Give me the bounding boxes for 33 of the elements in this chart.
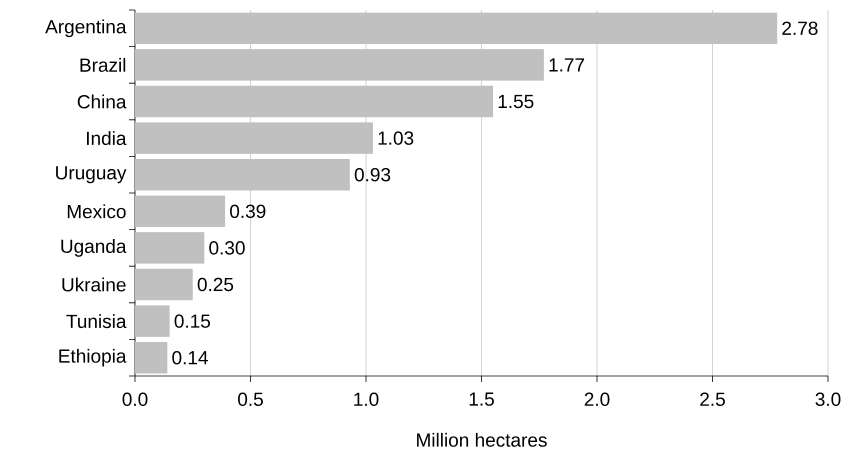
x-tick-label: 0.0	[122, 392, 148, 406]
bar	[135, 268, 193, 300]
y-tick-label: India	[87, 131, 126, 146]
data-label: 1.55	[498, 94, 534, 108]
y-tick-label: Tunisia	[66, 314, 126, 328]
x-tick-label: 1.0	[354, 392, 378, 406]
x-axis-title: Million hectares	[417, 432, 547, 447]
data-label: 0.30	[209, 241, 245, 255]
y-tick-label: Argentina	[45, 19, 126, 38]
data-label: 1.03	[378, 131, 414, 145]
y-tick-label: Uganda	[61, 239, 126, 257]
x-tick-label: 2.5	[700, 392, 725, 406]
y-tick-label: Ukraine	[62, 278, 126, 292]
data-label: 0.14	[172, 350, 208, 364]
data-label: 0.39	[230, 204, 266, 218]
y-tick-label: Ethiopia	[59, 348, 126, 367]
x-tick-label: 1.5	[470, 392, 494, 406]
data-label: 0.93	[354, 168, 390, 182]
bar	[135, 342, 168, 374]
x-tick-label: 3.0	[816, 392, 840, 406]
x-tick-label: 0.5	[238, 392, 263, 406]
x-tick-label: 2.0	[584, 392, 610, 406]
bar	[135, 232, 204, 264]
y-tick-label: Uruguay	[56, 166, 126, 184]
y-tick-label: Brazil	[80, 58, 126, 72]
bar	[135, 305, 170, 337]
y-tick-label: Mexico	[68, 204, 126, 218]
data-label: 2.78	[782, 22, 818, 36]
data-label: 1.77	[550, 58, 584, 72]
bar	[135, 196, 226, 228]
y-tick-label: China	[78, 94, 126, 108]
data-label: 0.25	[198, 278, 234, 292]
data-label: 0.15	[174, 314, 210, 328]
